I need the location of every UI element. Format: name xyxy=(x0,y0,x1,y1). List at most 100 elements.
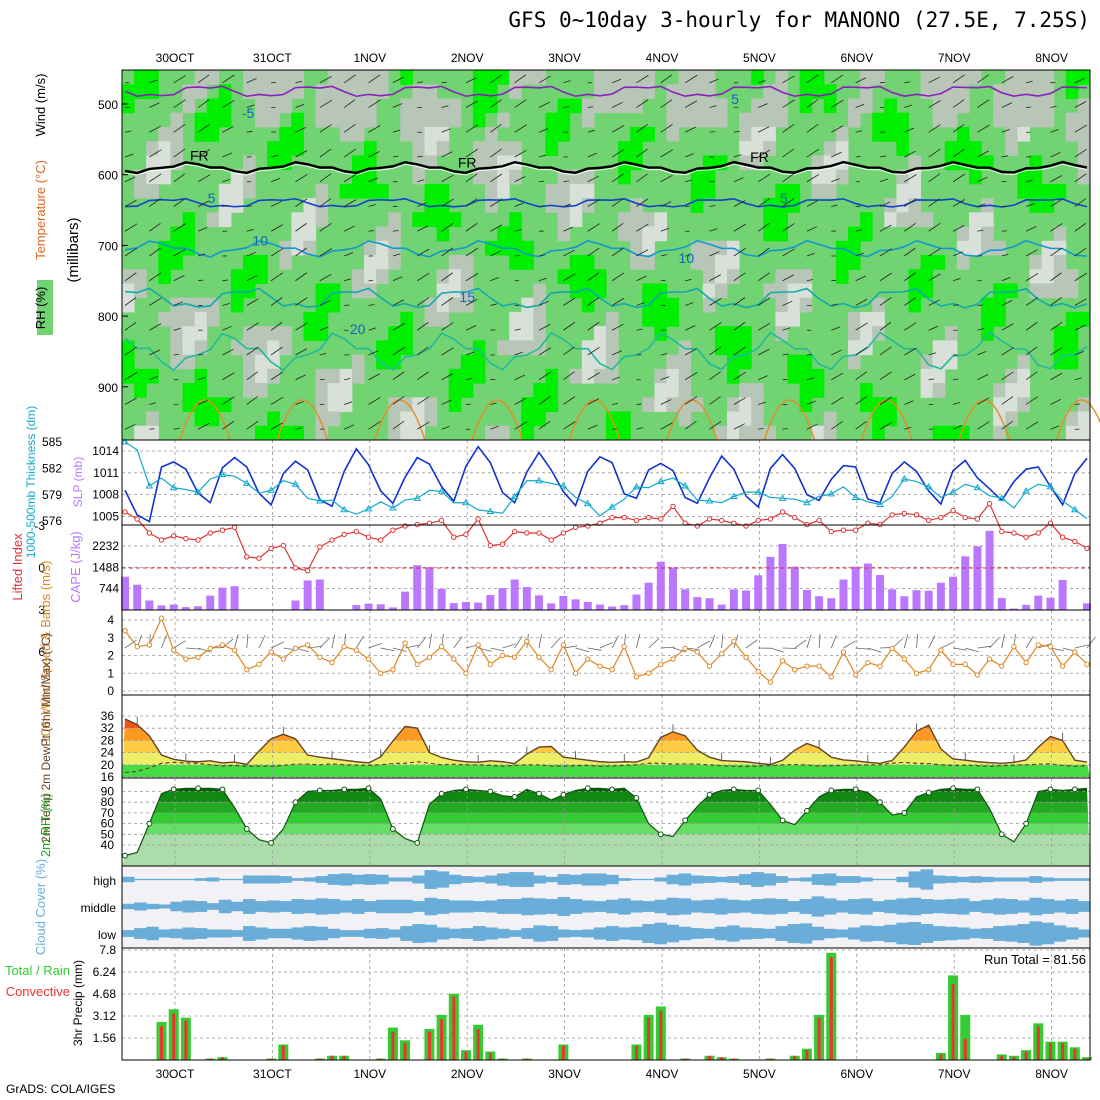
wind-barb xyxy=(441,174,454,183)
rh-band xyxy=(122,812,1090,824)
thickness-point xyxy=(827,489,836,497)
rh-point xyxy=(219,786,226,793)
slp-axis-label: SLP (mb) xyxy=(71,457,85,507)
cloud-bar xyxy=(1029,921,1043,946)
wind-barb xyxy=(392,371,405,381)
rh-cell xyxy=(339,112,353,128)
wind-point xyxy=(743,654,749,660)
precip-conv-bar xyxy=(939,1054,943,1060)
wind-barb xyxy=(368,350,379,356)
rh-cell xyxy=(884,411,897,427)
rh-cell xyxy=(267,326,280,341)
rh-cell xyxy=(702,98,716,114)
rh-cell xyxy=(823,141,837,156)
precip-conv-bar xyxy=(829,957,833,1060)
wind-barb xyxy=(1050,129,1059,133)
cloud-bar xyxy=(751,899,764,914)
wind-barb xyxy=(660,399,672,405)
cloud-bar xyxy=(194,878,208,881)
cloud-bar xyxy=(436,927,450,940)
rh-cell xyxy=(642,283,655,299)
wind-barb xyxy=(563,371,575,381)
wind-barb-10m xyxy=(234,634,239,649)
cloud-bar xyxy=(1053,925,1067,942)
wind-barb-10m xyxy=(648,638,660,649)
wind-barb xyxy=(197,148,211,158)
cloud-bar xyxy=(170,901,183,912)
wind-barb xyxy=(928,325,939,331)
rh-cell xyxy=(557,226,571,242)
wind-barb xyxy=(222,100,235,108)
wind-barb xyxy=(295,80,302,84)
cape-bar xyxy=(815,596,824,610)
rh-cell xyxy=(606,98,619,114)
wind-barb xyxy=(563,106,569,108)
rh-cell xyxy=(1029,198,1043,213)
rh-cell xyxy=(654,383,667,398)
wind-barb xyxy=(587,297,600,306)
rh-cell xyxy=(1017,397,1030,413)
rh-cell xyxy=(158,255,171,270)
rh-cell xyxy=(799,397,813,413)
rh-point xyxy=(487,788,494,795)
wind-barb xyxy=(733,223,747,232)
rh-cell xyxy=(1041,255,1055,270)
rh-cell xyxy=(993,397,1006,413)
rh-point xyxy=(414,839,421,846)
cloud-bar xyxy=(485,875,498,884)
wind-barb xyxy=(952,304,959,306)
rh-cell xyxy=(267,70,280,85)
rh-cell xyxy=(678,397,692,413)
rh-cell xyxy=(255,98,268,114)
cloud-bar xyxy=(497,873,510,886)
cape-bar xyxy=(303,580,312,610)
wind-barb xyxy=(222,396,235,405)
cloud-bar xyxy=(702,876,716,883)
wind-barb xyxy=(246,322,259,331)
wind-barb xyxy=(684,100,698,108)
wind-barb xyxy=(636,328,643,331)
rh-cell xyxy=(944,141,958,156)
wind-barb xyxy=(368,99,381,108)
rh-cell xyxy=(339,126,353,142)
rh-cell xyxy=(787,269,801,284)
wind-barb xyxy=(1025,371,1038,381)
rh-cell xyxy=(751,98,764,114)
rh-cell xyxy=(339,70,353,85)
wind-barb xyxy=(611,272,625,282)
temp-tick: 32 xyxy=(101,721,115,735)
wind-barb xyxy=(782,173,794,183)
wind-barb-10m xyxy=(989,637,1000,649)
thickness-tick: 582 xyxy=(42,461,62,475)
date-label-top: 4NOV xyxy=(646,51,679,65)
li-tick: 6 xyxy=(38,645,45,659)
cloud-bar xyxy=(255,901,268,912)
rh-cell xyxy=(714,98,728,114)
rh-cell xyxy=(545,368,559,384)
wind-barb xyxy=(879,297,892,306)
wind-barb xyxy=(928,247,941,257)
cloud-bar xyxy=(533,898,546,915)
contour-warm xyxy=(1055,399,1100,441)
rh-cell xyxy=(569,283,583,299)
rh-cell xyxy=(388,425,401,441)
rh-cell xyxy=(920,84,934,99)
precip-legend-total: Total / Rain xyxy=(5,963,70,978)
precip-conv-bar xyxy=(160,1026,164,1060)
wind-barb xyxy=(977,351,987,356)
rh-cell xyxy=(787,368,801,384)
rh-cell xyxy=(146,84,159,99)
rh-cell xyxy=(485,98,498,114)
rh-cell xyxy=(654,226,667,242)
wind-barb xyxy=(709,420,722,430)
wind-barb xyxy=(392,420,405,430)
rh-cell xyxy=(593,354,607,370)
rh-cell xyxy=(702,112,716,128)
rh-cell xyxy=(364,98,377,114)
cloud-bar xyxy=(775,876,788,883)
dewpoint-line xyxy=(124,761,1088,774)
wind-barb xyxy=(368,177,378,183)
rh-cell xyxy=(654,283,667,299)
wind-barb xyxy=(149,272,162,282)
wind-barb xyxy=(879,321,892,331)
